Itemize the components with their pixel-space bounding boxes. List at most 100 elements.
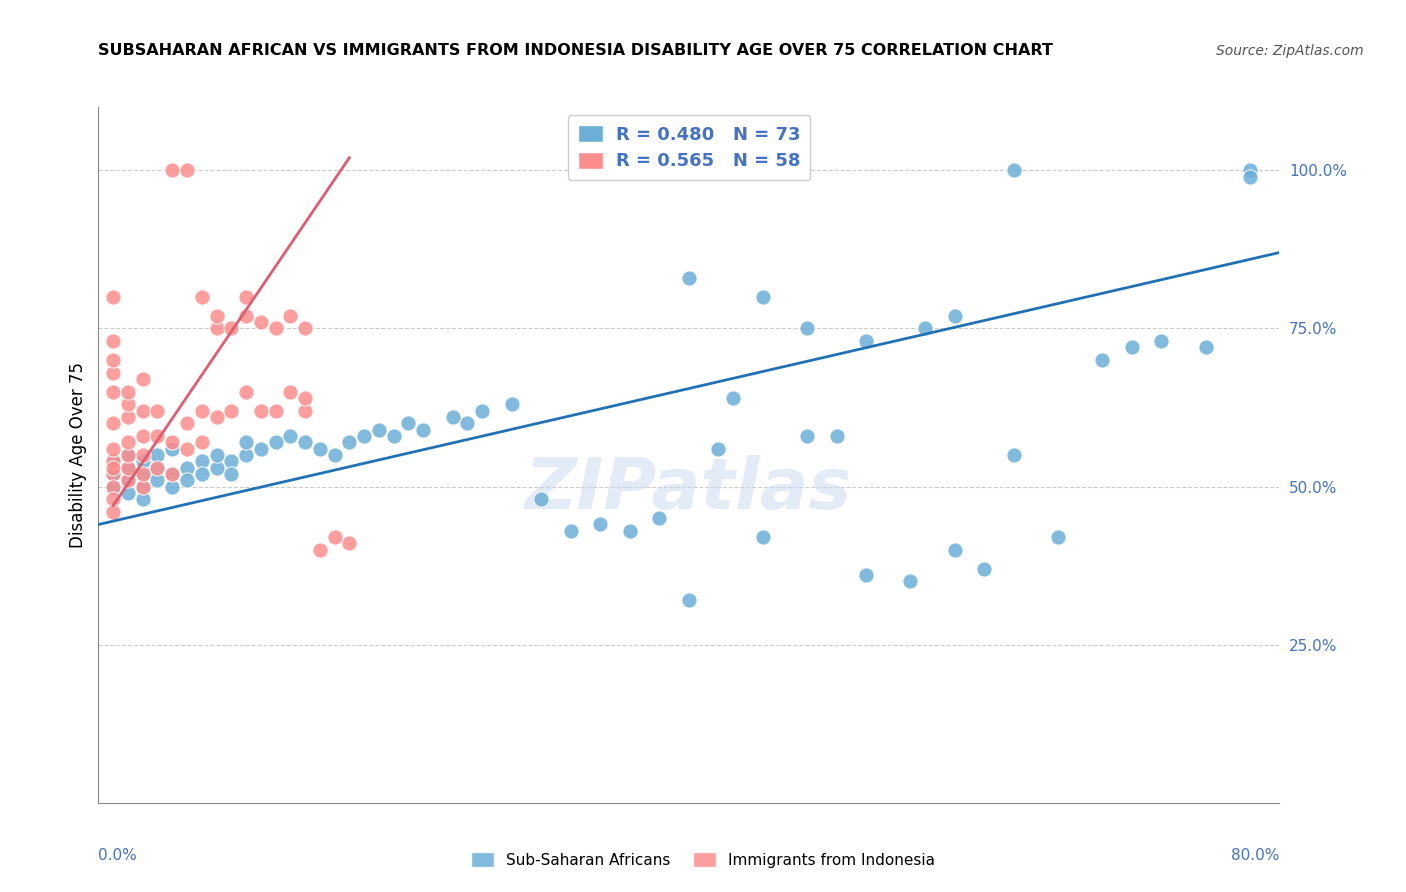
Point bbox=[648, 511, 671, 525]
Point bbox=[205, 460, 228, 475]
Point bbox=[191, 435, 214, 450]
Point bbox=[117, 448, 139, 462]
Point bbox=[1002, 448, 1025, 462]
Point bbox=[205, 409, 228, 424]
Point bbox=[117, 473, 139, 487]
Point bbox=[796, 321, 818, 335]
Point bbox=[294, 321, 316, 335]
Point bbox=[117, 384, 139, 399]
Point bbox=[205, 309, 228, 323]
Point bbox=[353, 429, 375, 443]
Point bbox=[441, 409, 464, 424]
Point bbox=[146, 403, 169, 417]
Text: SUBSAHARAN AFRICAN VS IMMIGRANTS FROM INDONESIA DISABILITY AGE OVER 75 CORRELATI: SUBSAHARAN AFRICAN VS IMMIGRANTS FROM IN… bbox=[98, 43, 1053, 58]
Point bbox=[294, 435, 316, 450]
Point bbox=[1046, 530, 1069, 544]
Point bbox=[132, 429, 155, 443]
Point bbox=[501, 397, 523, 411]
Point bbox=[678, 270, 700, 285]
Point bbox=[219, 467, 242, 481]
Point bbox=[751, 530, 773, 544]
Point bbox=[309, 442, 332, 456]
Point bbox=[146, 448, 169, 462]
Point bbox=[943, 309, 966, 323]
Point bbox=[339, 536, 360, 550]
Point bbox=[176, 163, 198, 178]
Point bbox=[103, 442, 125, 456]
Point bbox=[560, 524, 582, 538]
Point bbox=[1002, 163, 1025, 178]
Point bbox=[751, 290, 773, 304]
Point bbox=[825, 429, 848, 443]
Point bbox=[530, 492, 553, 507]
Point bbox=[162, 442, 183, 456]
Point bbox=[191, 454, 214, 468]
Point bbox=[146, 460, 169, 475]
Point bbox=[103, 467, 125, 481]
Point bbox=[382, 429, 405, 443]
Point bbox=[1195, 340, 1218, 354]
Point bbox=[723, 391, 745, 405]
Point bbox=[368, 423, 391, 437]
Point bbox=[339, 435, 360, 450]
Point bbox=[117, 486, 139, 500]
Point bbox=[219, 403, 242, 417]
Point bbox=[103, 334, 125, 348]
Point bbox=[235, 309, 257, 323]
Point bbox=[103, 467, 125, 481]
Point bbox=[1150, 334, 1173, 348]
Point bbox=[191, 290, 214, 304]
Point bbox=[117, 397, 139, 411]
Point bbox=[132, 372, 155, 386]
Point bbox=[117, 473, 139, 487]
Point bbox=[707, 442, 730, 456]
Point bbox=[205, 321, 228, 335]
Point bbox=[235, 448, 257, 462]
Point bbox=[117, 460, 139, 475]
Point bbox=[117, 435, 139, 450]
Point bbox=[309, 542, 332, 557]
Y-axis label: Disability Age Over 75: Disability Age Over 75 bbox=[69, 362, 87, 548]
Point bbox=[176, 417, 198, 431]
Text: ZIPatlas: ZIPatlas bbox=[526, 455, 852, 524]
Point bbox=[1239, 169, 1261, 184]
Point bbox=[619, 524, 641, 538]
Point bbox=[103, 384, 125, 399]
Point bbox=[250, 403, 273, 417]
Point bbox=[1239, 163, 1261, 178]
Point bbox=[162, 467, 183, 481]
Point bbox=[250, 315, 273, 329]
Point bbox=[278, 429, 302, 443]
Point bbox=[117, 409, 139, 424]
Point bbox=[132, 448, 155, 462]
Point bbox=[264, 435, 287, 450]
Point bbox=[219, 321, 242, 335]
Point bbox=[162, 479, 183, 493]
Point bbox=[278, 384, 302, 399]
Point bbox=[412, 423, 434, 437]
Point bbox=[1121, 340, 1143, 354]
Point bbox=[103, 454, 125, 468]
Point bbox=[132, 492, 155, 507]
Point bbox=[146, 429, 169, 443]
Point bbox=[914, 321, 936, 335]
Point bbox=[678, 593, 700, 607]
Point bbox=[264, 403, 287, 417]
Point bbox=[250, 442, 273, 456]
Point bbox=[103, 479, 125, 493]
Point bbox=[235, 384, 257, 399]
Text: 80.0%: 80.0% bbox=[1232, 848, 1279, 863]
Point bbox=[1091, 353, 1114, 368]
Point bbox=[589, 517, 612, 532]
Point bbox=[396, 417, 419, 431]
Point bbox=[471, 403, 494, 417]
Point bbox=[103, 460, 125, 475]
Point bbox=[162, 467, 183, 481]
Point bbox=[162, 163, 183, 178]
Point bbox=[146, 460, 169, 475]
Point bbox=[456, 417, 478, 431]
Point bbox=[103, 417, 125, 431]
Point bbox=[132, 479, 155, 493]
Point bbox=[323, 448, 346, 462]
Point bbox=[796, 429, 818, 443]
